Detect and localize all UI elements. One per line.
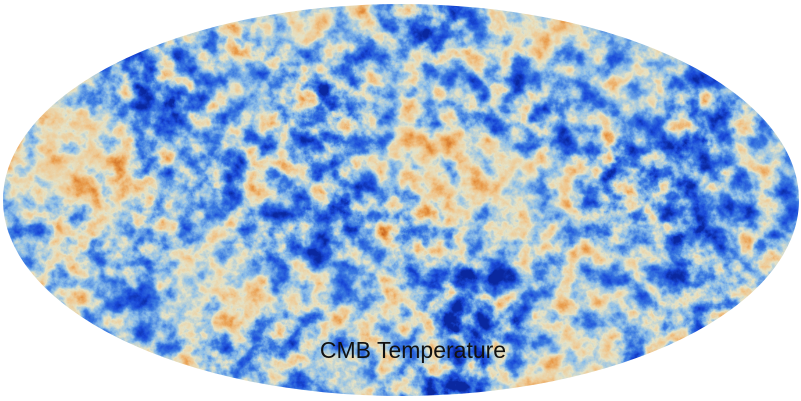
page: CMB Temperature (() => { const data = JS…	[0, 0, 801, 401]
cmb-map: CMB Temperature	[0, 0, 801, 401]
map-label: CMB Temperature	[320, 337, 506, 363]
